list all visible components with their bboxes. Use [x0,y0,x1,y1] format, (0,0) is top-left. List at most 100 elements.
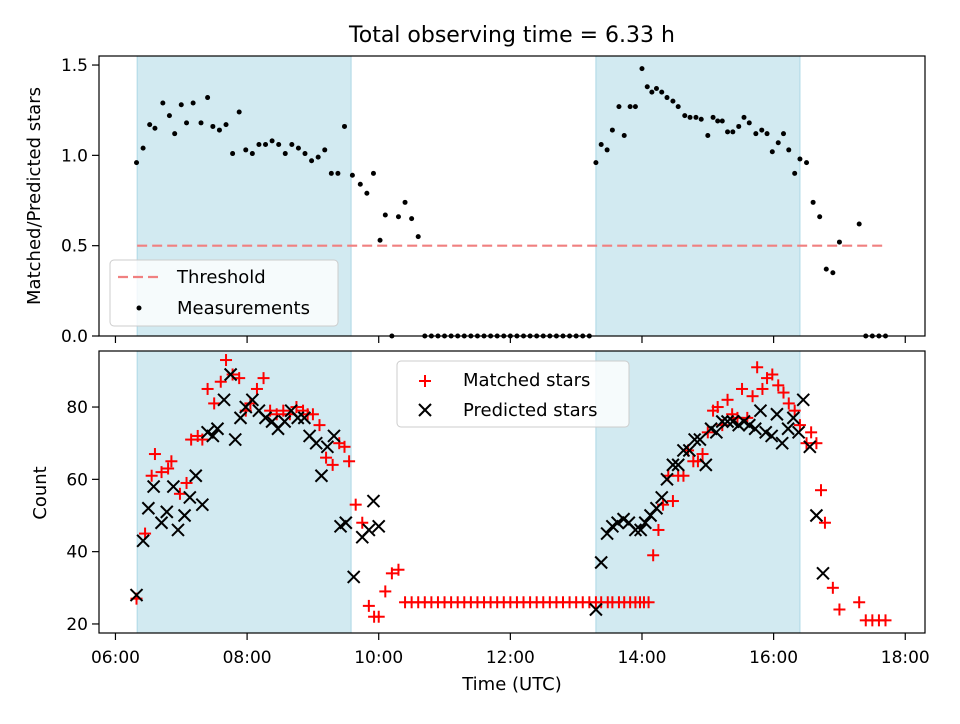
measurement-point [764,131,770,137]
predicted-star-point [195,497,210,512]
count-panel-frame [98,350,926,634]
measurement-point [830,270,836,276]
predicted-star-point [372,519,386,534]
y-tick-label: 60 [66,470,88,490]
matched-star-point [372,610,385,623]
legend-matched-label: Matched stars [463,370,590,391]
count-panel: 20 40 60 80 06:00 08:00 10:00 12:00 14:00 16:00 1… [30,350,930,695]
measurement-point [249,151,255,157]
measurement-point [604,147,610,153]
matched-star-point [349,498,362,511]
predicted-star-point [314,469,329,483]
predicted-star-point [781,422,795,436]
predicted-star-point [366,494,381,508]
measurement-point [269,138,275,144]
matched-star-point [379,585,392,598]
y-tick-label: 0.0 [61,327,88,347]
observing-window-2 [595,350,801,634]
measurement-point [256,142,262,148]
legend-predicted-label: Predicted stars [463,400,597,421]
measurement-point [140,145,146,151]
y-tick-label: 80 [66,398,88,418]
matched-star-point [392,563,405,576]
predicted-star-point [809,508,824,523]
y-tick-label: 0.5 [61,237,88,257]
measurement-point [395,214,401,220]
predicted-star-point [796,393,810,407]
measurement-point [693,114,699,120]
measurement-point [315,154,321,160]
measurement-point [166,113,172,119]
predicted-star-point [166,479,181,494]
measurement-point [328,170,334,176]
predicted-star-point [660,472,674,487]
measurement-point [775,140,781,146]
matched-star-point [208,397,221,410]
predicted-star-point [223,367,238,382]
predicted-star-point [726,414,740,429]
x-axis-label: Time (UTC) [461,674,562,695]
measurement-point [205,95,211,101]
matched-star-point [145,469,158,482]
measurement-point [817,214,823,220]
predicted-star-point [676,443,691,458]
predicted-star-point [339,516,353,530]
predicted-star-point [649,501,664,515]
matched-star-point [826,581,839,594]
predicted-star-point [189,469,203,483]
measurement-point [198,120,204,126]
matched-star-point [853,596,866,609]
predicted-star-point [210,422,225,436]
predicted-star-point [666,458,680,472]
predicted-star-point [177,508,192,523]
measurement-point [243,147,249,153]
measurement-point [725,129,731,135]
measurement-point [810,199,816,205]
matched-star-point [155,466,168,479]
matched-star-point [226,368,239,381]
matched-star-point [766,368,779,381]
matched-star-point [711,401,724,414]
predicted-star-point [720,414,735,429]
measurement-point [216,127,222,133]
measurement-point [335,170,341,176]
measurement-point [698,116,704,122]
matched-star-point [162,462,175,475]
matched-star-point [777,386,790,399]
observing-window-1 [136,350,352,634]
predicted-star-point [764,429,779,443]
matched-star-point [214,375,227,388]
predicted-star-point [347,570,361,584]
matched-star-point [879,614,892,627]
measurement-point [282,151,288,157]
matched-star-point [746,390,759,403]
figure-title: Total observing time = 6.33 h [348,23,675,48]
matched-star-point [185,433,198,446]
x-tick-label: 08:00 [223,648,272,668]
measurement-point [730,129,736,135]
matched-star-point [220,354,233,367]
measurement-point [632,104,638,110]
matched-star-point [788,404,801,417]
predicted-star-point [633,523,648,537]
matched-star-point [721,393,734,406]
measurement-point [263,142,269,148]
measurement-point [856,221,862,227]
predicted-star-point [291,411,305,425]
measurement-point [627,104,633,110]
measurement-point [741,114,747,120]
measurement-point [705,132,711,138]
predicted-star-point [600,526,614,541]
measurement-point [230,151,236,157]
measurement-point [341,123,347,129]
predicted-star-point [786,411,801,425]
measurement-point [598,142,604,148]
matched-star-point [647,549,660,562]
measurement-point [402,199,408,205]
matched-star-point [356,516,369,529]
predicted-star-point [258,411,273,425]
matched-star-point [173,487,186,500]
measurement-point [593,160,599,166]
y-tick-label: 40 [66,543,88,563]
